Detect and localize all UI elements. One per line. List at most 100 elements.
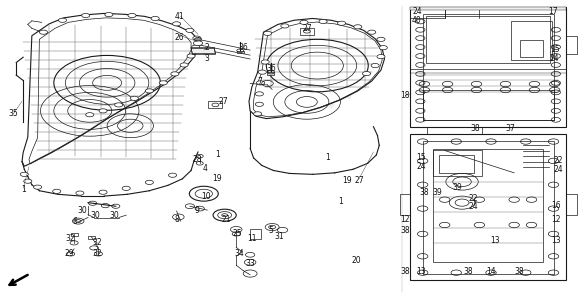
Circle shape <box>76 191 84 195</box>
Text: 32: 32 <box>93 249 102 258</box>
Text: 16: 16 <box>551 201 560 210</box>
Text: 17: 17 <box>548 7 558 16</box>
Circle shape <box>122 186 130 190</box>
Circle shape <box>159 81 167 85</box>
Bar <box>410 134 566 280</box>
Circle shape <box>171 72 179 76</box>
Bar <box>427 127 482 134</box>
Circle shape <box>173 22 181 26</box>
Bar <box>423 14 554 120</box>
Circle shape <box>379 46 387 50</box>
Bar <box>566 36 577 54</box>
Text: 7: 7 <box>257 77 262 86</box>
Circle shape <box>371 63 379 68</box>
Text: 32: 32 <box>93 238 102 247</box>
Text: 1: 1 <box>21 185 25 194</box>
Bar <box>423 141 554 274</box>
Text: 41: 41 <box>175 12 184 21</box>
Circle shape <box>128 13 136 18</box>
Bar <box>250 229 261 239</box>
Circle shape <box>130 96 138 100</box>
Bar <box>410 7 445 18</box>
Circle shape <box>99 190 107 194</box>
Bar <box>410 7 566 127</box>
Circle shape <box>319 19 327 24</box>
Text: 6: 6 <box>73 217 78 226</box>
Text: 27: 27 <box>354 176 364 185</box>
Text: 24: 24 <box>412 7 422 16</box>
Text: 40: 40 <box>412 16 422 25</box>
Bar <box>237 51 244 53</box>
Bar <box>400 194 410 215</box>
Text: 14: 14 <box>486 267 496 276</box>
Text: 12: 12 <box>401 215 410 224</box>
Bar <box>433 149 543 262</box>
Circle shape <box>53 189 61 193</box>
Text: 30: 30 <box>110 211 119 220</box>
Text: 1: 1 <box>338 197 343 206</box>
Circle shape <box>261 60 269 64</box>
Text: 20: 20 <box>351 256 361 265</box>
Text: 1: 1 <box>325 153 329 162</box>
Text: 38: 38 <box>463 267 472 276</box>
Text: 21: 21 <box>221 215 230 224</box>
Circle shape <box>105 13 113 17</box>
Text: 26: 26 <box>175 33 184 42</box>
Text: 30: 30 <box>78 206 87 215</box>
Circle shape <box>256 81 265 85</box>
Circle shape <box>186 28 194 32</box>
Circle shape <box>58 18 67 22</box>
Text: 18: 18 <box>401 91 410 100</box>
Circle shape <box>254 112 262 116</box>
Text: 27: 27 <box>218 97 228 106</box>
Circle shape <box>168 173 177 177</box>
Text: 37: 37 <box>506 124 515 133</box>
Bar <box>88 236 95 239</box>
Circle shape <box>281 24 289 28</box>
Bar <box>410 7 566 10</box>
Text: 30: 30 <box>91 211 100 220</box>
Text: 13: 13 <box>551 236 560 245</box>
Polygon shape <box>191 48 215 54</box>
Circle shape <box>180 63 188 67</box>
Circle shape <box>151 16 159 21</box>
Text: 38: 38 <box>470 124 479 133</box>
Text: 24: 24 <box>417 162 426 171</box>
Text: 10: 10 <box>201 192 210 201</box>
Circle shape <box>192 45 200 49</box>
Bar <box>520 40 543 57</box>
Circle shape <box>145 89 153 93</box>
Bar <box>300 28 314 35</box>
Circle shape <box>187 54 195 58</box>
Text: 9: 9 <box>195 206 199 215</box>
Text: 22: 22 <box>469 194 478 203</box>
Bar <box>566 194 577 215</box>
Polygon shape <box>22 13 198 166</box>
Text: partsfish.com: partsfish.com <box>259 82 320 91</box>
Circle shape <box>145 180 153 184</box>
Text: 12: 12 <box>551 215 560 224</box>
Bar <box>71 233 78 236</box>
Circle shape <box>362 72 371 76</box>
Circle shape <box>258 70 266 74</box>
Text: 38: 38 <box>419 188 428 197</box>
Circle shape <box>20 172 28 176</box>
Polygon shape <box>249 18 384 119</box>
Bar <box>426 16 550 63</box>
Text: 4: 4 <box>203 164 208 173</box>
Text: 32: 32 <box>66 235 75 243</box>
Text: 15: 15 <box>417 153 426 162</box>
Text: 13: 13 <box>490 236 500 245</box>
Circle shape <box>99 109 107 113</box>
Text: 31: 31 <box>275 232 284 240</box>
Text: 39: 39 <box>453 183 462 192</box>
Circle shape <box>82 13 90 18</box>
Text: 38: 38 <box>401 267 410 276</box>
Text: 33: 33 <box>245 259 255 268</box>
Bar <box>208 101 222 108</box>
Text: 2: 2 <box>205 43 210 52</box>
Circle shape <box>195 38 201 41</box>
Circle shape <box>34 185 42 189</box>
Text: 15: 15 <box>550 45 559 54</box>
Circle shape <box>377 37 385 41</box>
